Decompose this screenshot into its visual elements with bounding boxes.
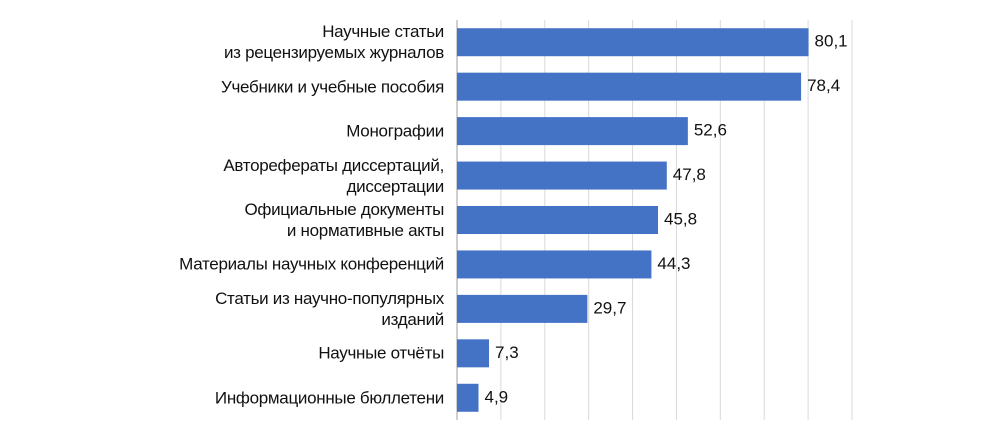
category-label: Авторефераты диссертаций, диссертации bbox=[223, 155, 444, 196]
value-label: 7,3 bbox=[495, 343, 519, 362]
bar bbox=[457, 28, 809, 57]
value-label: 29,7 bbox=[593, 298, 626, 317]
category-label: Научные отчёты bbox=[318, 343, 444, 363]
category-label: Информационные бюллетени bbox=[214, 388, 444, 408]
bar bbox=[457, 117, 688, 146]
category-label: Монографии bbox=[346, 121, 444, 141]
bar bbox=[457, 383, 479, 412]
value-label: 45,8 bbox=[664, 209, 697, 228]
category-label: Статьи из научно-популярных изданий bbox=[215, 288, 444, 329]
bar bbox=[457, 250, 652, 279]
bar bbox=[457, 339, 490, 368]
bar bbox=[457, 161, 667, 190]
value-label: 52,6 bbox=[694, 121, 727, 140]
value-label: 4,9 bbox=[485, 387, 509, 406]
category-label: Материалы научных конференций bbox=[179, 254, 444, 274]
bar bbox=[457, 72, 802, 101]
value-label: 78,4 bbox=[807, 76, 840, 95]
value-label: 47,8 bbox=[673, 165, 706, 184]
bar bbox=[457, 206, 659, 234]
bar bbox=[457, 294, 588, 323]
category-label: Учебники и учебные пособия bbox=[220, 77, 444, 97]
category-label: Официальные документы и нормативные акты bbox=[244, 200, 444, 240]
value-label: 80,1 bbox=[815, 32, 848, 51]
value-label: 44,3 bbox=[657, 254, 690, 273]
category-label: Научные статьи из рецензируемых журналов bbox=[223, 22, 444, 63]
